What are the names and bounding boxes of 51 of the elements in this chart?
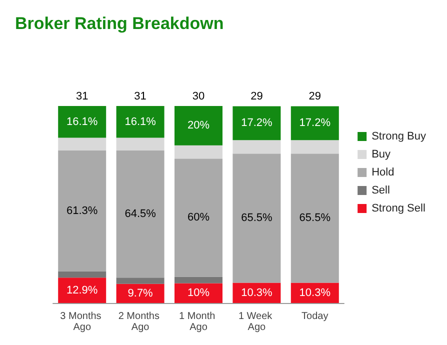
data-label: 10.3% — [299, 286, 331, 299]
bar — [116, 278, 164, 284]
annotation: 30 — [192, 90, 205, 102]
bar — [290, 106, 339, 140]
x-tick-label: 1 Month Ago — [179, 311, 218, 333]
bar — [174, 283, 222, 303]
data-label: 10% — [187, 287, 210, 300]
x-tick-label: Today — [302, 311, 328, 322]
bar — [58, 271, 106, 278]
data-label: 17.2% — [299, 117, 331, 130]
data-label: 10.3% — [241, 286, 273, 299]
bar — [58, 138, 106, 151]
annotation: 31 — [76, 90, 88, 102]
bar — [58, 278, 106, 303]
bar — [174, 145, 222, 159]
annotation: 29 — [308, 90, 322, 102]
bar — [174, 276, 222, 284]
legend-label: Strong Buy — [372, 130, 426, 142]
bar — [116, 106, 164, 138]
data-label: 16.1% — [66, 116, 98, 128]
x-tick-label: 1 Week Ago — [238, 311, 275, 333]
data-label: 64.5% — [124, 208, 156, 220]
legend-label: Buy — [372, 148, 392, 160]
legend-label: Hold — [372, 166, 394, 178]
bar — [174, 158, 222, 277]
bar — [290, 154, 339, 283]
annotation: 29 — [250, 90, 263, 102]
bar — [116, 138, 164, 151]
bar — [232, 140, 281, 154]
bar — [58, 106, 106, 138]
bar — [116, 150, 164, 278]
bar — [232, 154, 281, 283]
x-tick-label: 3 Months Ago — [60, 311, 104, 333]
bar — [290, 140, 339, 154]
data-label: 65.5% — [299, 212, 331, 224]
data-label: 16.1% — [124, 116, 156, 128]
data-label: 60% — [187, 212, 210, 224]
data-label: 20% — [187, 120, 210, 132]
bar — [174, 106, 222, 146]
bar — [232, 106, 281, 140]
data-label: 65.5% — [241, 212, 273, 224]
legend-label: Strong Sell — [372, 202, 426, 214]
data-label: 61.3% — [66, 204, 98, 217]
bar — [58, 150, 106, 272]
legend-label: Sell — [372, 184, 390, 196]
annotation: 31 — [134, 90, 146, 102]
data-label: 9.7% — [128, 287, 154, 300]
data-label: 12.9% — [66, 284, 98, 296]
x-tick-label: 2 Months Ago — [118, 311, 162, 333]
chart-title: Broker Rating Breakdown — [15, 14, 224, 33]
data-label: 17.2% — [241, 117, 273, 130]
